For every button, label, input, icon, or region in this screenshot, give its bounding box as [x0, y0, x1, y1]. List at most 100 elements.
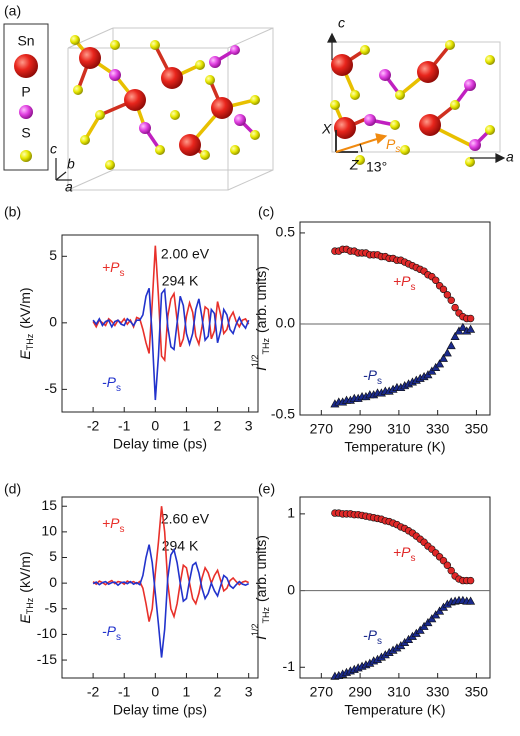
x-tick-label: 310	[387, 421, 411, 437]
marker	[466, 596, 476, 605]
marker	[447, 566, 455, 575]
marker	[450, 331, 460, 341]
series-sub: s	[377, 636, 382, 647]
annotation: 2.00 eV	[161, 246, 210, 262]
panel-label: (a)	[4, 3, 21, 19]
series-label: +Ps	[102, 259, 125, 279]
y-label-unit: (kV/m)	[17, 551, 33, 592]
series-sub: s	[120, 268, 125, 279]
y-axis-label: ETHz (kV/m)	[17, 551, 36, 623]
x-tick-label: 330	[426, 421, 450, 437]
x-tick-label: 3	[245, 684, 253, 700]
annotation: 294 K	[162, 273, 199, 289]
x-tick-label: 0	[151, 684, 159, 700]
marker	[451, 303, 459, 312]
marker	[443, 291, 452, 299]
panel-label: (e)	[258, 481, 275, 497]
x-tick-label: -1	[118, 684, 131, 700]
x-tick-label: 330	[426, 684, 450, 700]
plot-frame	[61, 496, 259, 679]
legend-atom	[14, 54, 38, 78]
series-sub: s	[377, 376, 382, 387]
marker	[432, 276, 440, 284]
marker	[439, 285, 448, 294]
panel-label: (d)	[4, 481, 21, 497]
y-label-symbol: E	[17, 350, 33, 360]
x-tick-label: 2	[214, 684, 222, 700]
polarization-label: Ps	[386, 136, 400, 155]
series-label: -Ps	[363, 627, 382, 647]
legend-label: P	[21, 84, 30, 100]
trace	[92, 287, 250, 401]
x-tick-label: 290	[348, 684, 372, 700]
x-tick-label: 1	[183, 684, 191, 700]
y-label-symbol: I	[253, 636, 269, 640]
y-label-sup: 1/2	[250, 624, 260, 637]
y-label-unit: (arb. units)	[253, 266, 269, 333]
marker	[443, 561, 452, 569]
x-tick-label: 270	[310, 421, 334, 437]
y-tick-label: -10	[37, 625, 57, 641]
series-sub: s	[116, 632, 121, 643]
marker	[438, 353, 448, 362]
series-name: +P	[393, 544, 411, 560]
series-sub: s	[120, 524, 125, 535]
y-axis-label: I1/2THz (arb. units)	[250, 535, 271, 640]
y-tick-label: 1	[287, 505, 295, 521]
x-tick-label: 0	[151, 418, 159, 434]
series-name: +P	[393, 273, 411, 289]
axis-label: X	[321, 121, 332, 137]
series-name: +P	[102, 259, 120, 275]
series-label: +Ps	[393, 273, 416, 293]
y-tick-label: 0.5	[276, 224, 296, 240]
series-label: -Ps	[102, 623, 121, 643]
y-tick-label: 0	[49, 314, 57, 330]
marker	[446, 340, 456, 350]
marker	[447, 296, 455, 304]
axis-label: c	[338, 15, 345, 31]
series-label: -Ps	[363, 367, 382, 387]
trace	[92, 506, 250, 622]
plot-frame	[299, 221, 491, 416]
x-axis-label: Delay time (ps)	[113, 702, 207, 718]
y-label-symbol: E	[17, 614, 33, 624]
plot-frame	[61, 234, 259, 413]
y-tick-label: -5	[45, 380, 58, 396]
angle-label: 13°	[366, 159, 387, 175]
series-sub: s	[411, 553, 416, 564]
y-tick-label: -1	[283, 658, 296, 674]
unit-cell	[331, 41, 501, 153]
plot-frame	[299, 496, 491, 679]
x-tick-label: 1	[183, 418, 191, 434]
axis-triad	[55, 158, 72, 181]
y-label-unit: (arb. units)	[253, 535, 269, 602]
y-tick-label: -15	[37, 651, 57, 667]
x-tick-label: 350	[465, 684, 489, 700]
unit-cell	[67, 27, 274, 191]
y-tick-label: 0	[49, 574, 57, 590]
annotation: 294 K	[162, 538, 199, 554]
trace	[92, 544, 250, 658]
panel-label: (b)	[4, 204, 21, 220]
y-tick-label: 15	[41, 497, 57, 513]
y-label-unit: (kV/m)	[17, 287, 33, 328]
axis-arrows	[327, 32, 506, 163]
series-label: +Ps	[102, 515, 125, 535]
atoms	[70, 35, 260, 170]
axis-label: Z	[349, 157, 359, 173]
y-axis-label: ETHz (kV/m)	[17, 287, 36, 359]
annotation: 2.60 eV	[161, 511, 210, 527]
panel-label: (c)	[258, 204, 274, 220]
x-tick-label: -2	[87, 418, 100, 434]
series-label: +Ps	[393, 544, 416, 564]
series-name: -P	[102, 623, 117, 639]
series-name: -P	[363, 367, 378, 383]
y-tick-label: -5	[45, 599, 58, 615]
x-tick-label: 350	[465, 421, 489, 437]
axis-label: a	[506, 149, 514, 165]
marker	[466, 324, 476, 333]
y-label-sub: THz	[261, 338, 271, 355]
structure-panel: (a) Sn P S	[3, 3, 514, 195]
x-axis-label: Delay time (ps)	[113, 436, 207, 452]
